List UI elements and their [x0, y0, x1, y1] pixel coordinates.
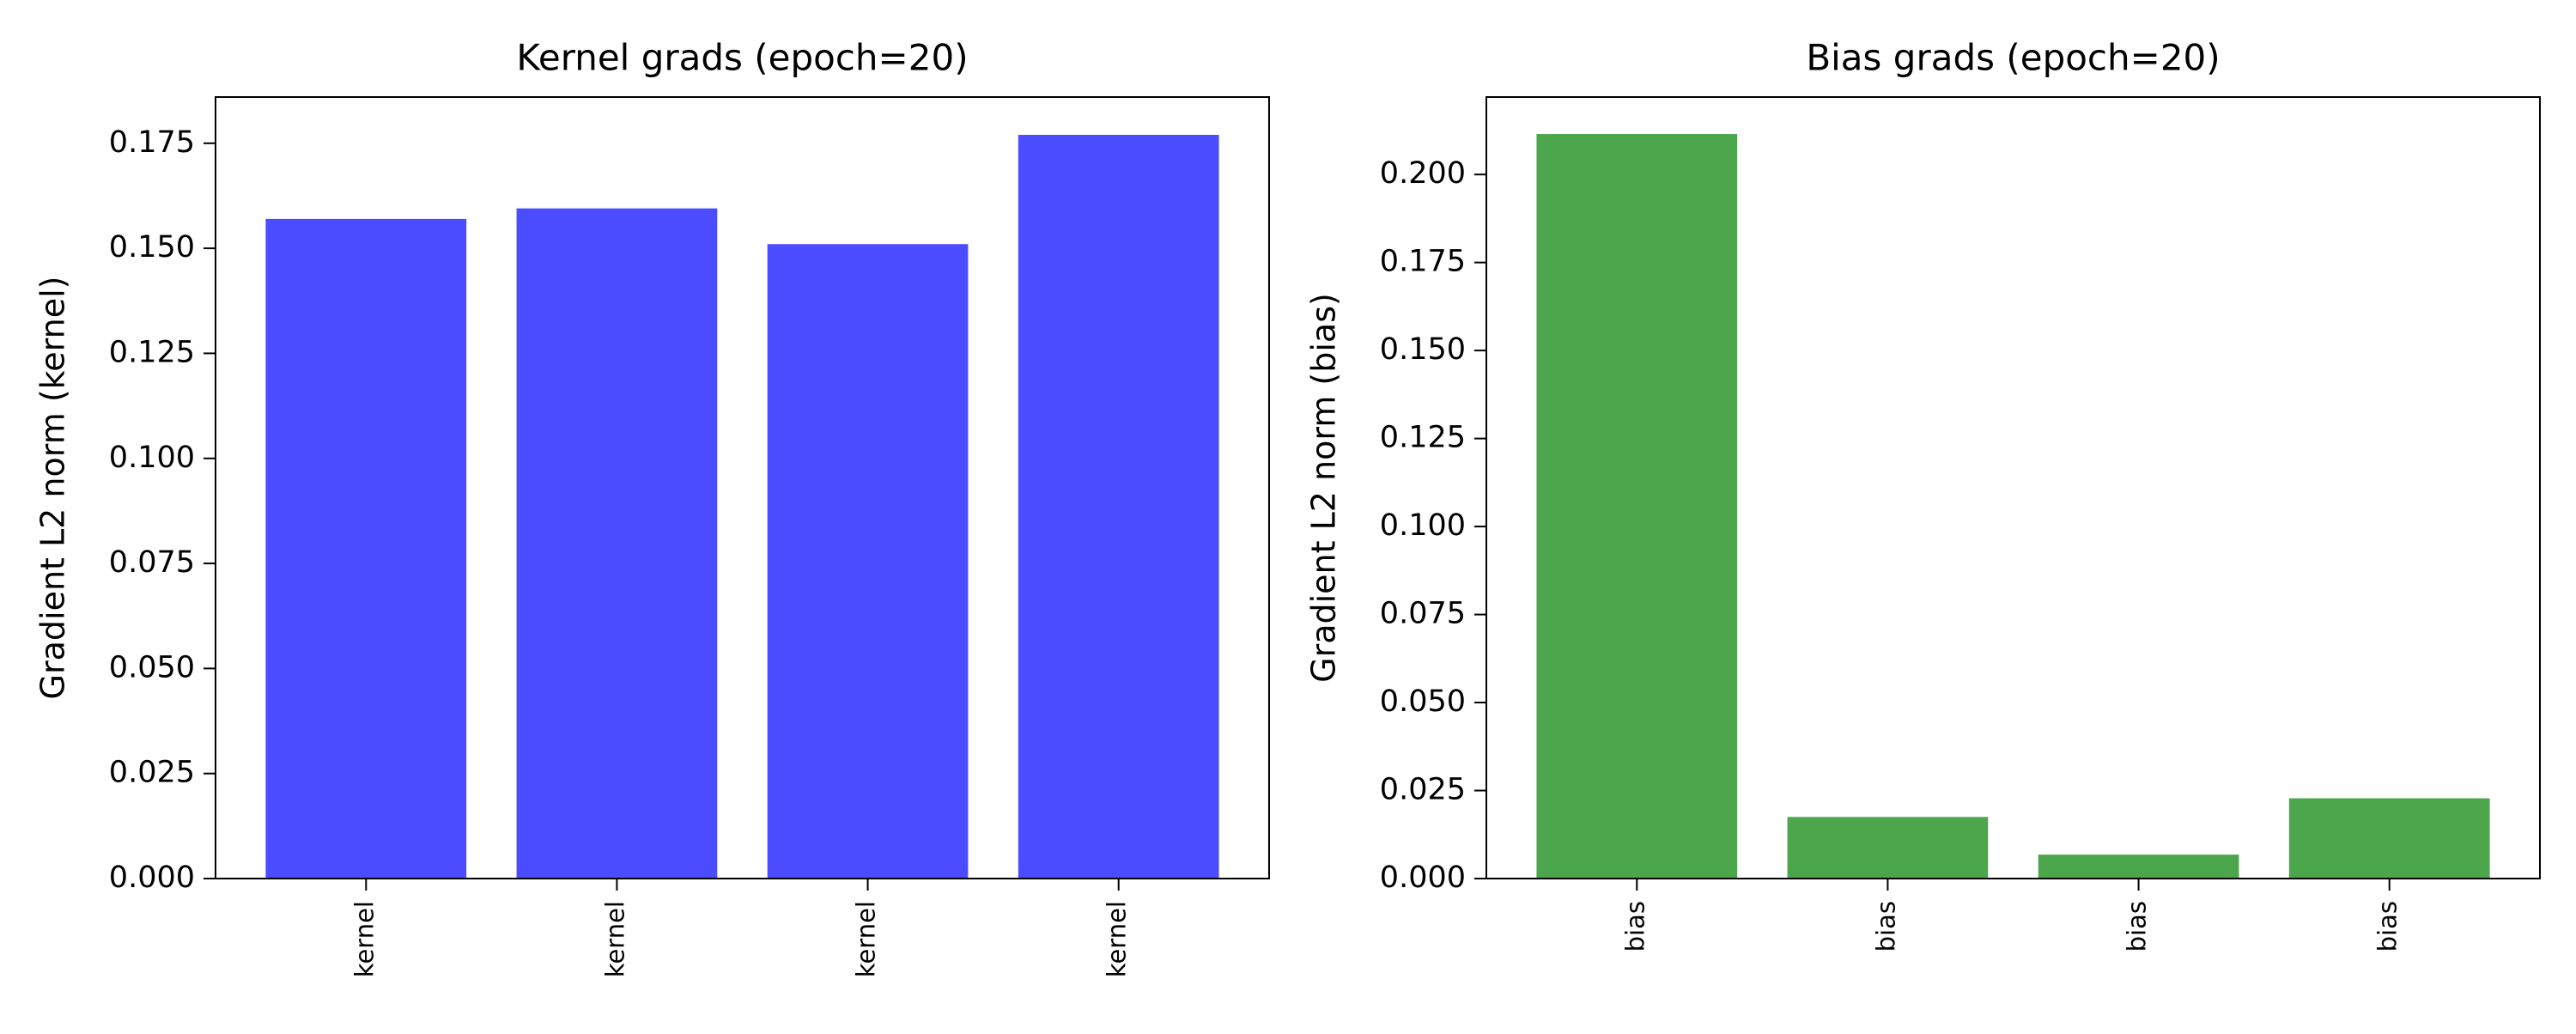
bias-category-label-1: bias: [1871, 901, 1900, 952]
kernel-bar-0: [265, 218, 467, 879]
kernel-bar-3: [1018, 135, 1219, 879]
kernel-ytick-label-5: 0.125: [109, 335, 195, 369]
kernel-ytick-label-2: 0.050: [109, 650, 195, 684]
bias-chart-title: Bias grads (epoch=20): [1806, 37, 2220, 79]
kernel-chart-title: Kernel grads (epoch=20): [516, 37, 968, 79]
bias-ytick-label-1: 0.025: [1380, 773, 1466, 807]
bias-ytick-label-3: 0.075: [1380, 597, 1466, 631]
kernel-y-axis-label: Gradient L2 norm (kernel): [34, 277, 72, 700]
kernel-category-label-0: kernel: [349, 901, 379, 977]
bias-ytick-label-8: 0.200: [1380, 156, 1466, 191]
bias-bar-1: [1787, 817, 1989, 879]
bias-ytick-label-2: 0.050: [1380, 684, 1466, 719]
kernel-bar-2: [767, 244, 969, 879]
bias-y-axis-label: Gradient L2 norm (bias): [1305, 293, 1343, 683]
kernel-ytick-label-3: 0.075: [109, 545, 195, 580]
bias-ytick-label-6: 0.150: [1380, 332, 1466, 367]
bias-category-label-2: bias: [2123, 901, 2152, 952]
bias-ytick-label-5: 0.125: [1380, 421, 1466, 455]
bias-bar-3: [2288, 798, 2490, 879]
kernel-ytick-label-7: 0.175: [109, 125, 195, 160]
bias-ytick-label-7: 0.175: [1380, 245, 1466, 279]
kernel-grads-panel: 0.000 0.025 0.050 0.075 0.100 0.125 0.150 0.175…: [34, 37, 1270, 977]
bias-bar-2: [2038, 855, 2239, 879]
kernel-ytick-label-0: 0.000: [109, 861, 195, 895]
bias-bar-0: [1536, 134, 1738, 879]
kernel-ytick-label-6: 0.150: [109, 230, 195, 265]
bias-grads-panel: 0.000 0.025 0.050 0.075 0.100 0.125 0.150 0.175…: [1305, 37, 2541, 952]
kernel-ytick-label-1: 0.025: [109, 756, 195, 790]
kernel-category-label-1: kernel: [600, 901, 629, 977]
kernel-category-label-2: kernel: [852, 901, 881, 977]
bias-ytick-label-0: 0.000: [1380, 861, 1466, 895]
bias-category-label-3: bias: [2373, 901, 2403, 952]
kernel-axes-frame: [215, 96, 1270, 879]
bias-ytick-label-4: 0.100: [1380, 508, 1466, 543]
kernel-bar-1: [516, 208, 718, 879]
kernel-category-label-3: kernel: [1103, 901, 1132, 977]
bias-category-label-0: bias: [1620, 901, 1649, 952]
kernel-ytick-label-4: 0.100: [109, 441, 195, 475]
bias-axes-frame: [1485, 96, 2541, 879]
